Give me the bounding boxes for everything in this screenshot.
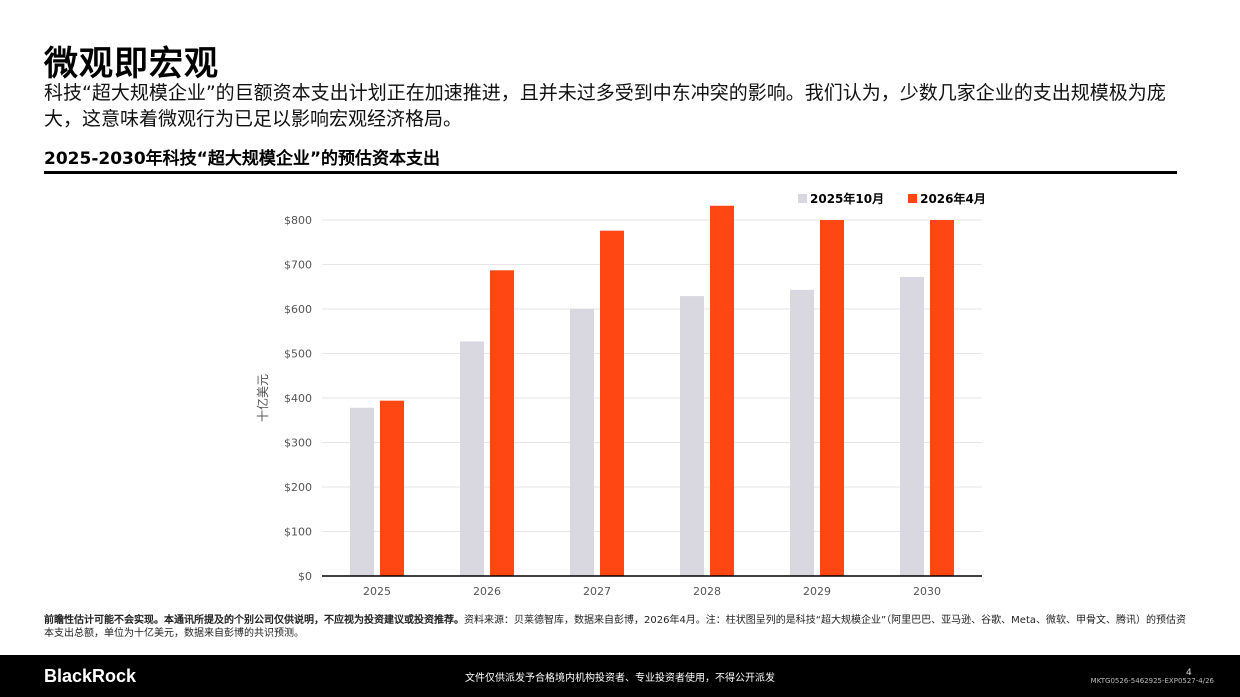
bar-1-2025 — [350, 407, 374, 576]
y-tick-label: $0 — [298, 570, 312, 583]
y-tick-label: $500 — [284, 348, 312, 361]
y-tick-label: $200 — [284, 481, 312, 494]
x-tick-label: 2025 — [363, 585, 391, 598]
x-tick-label: 2026 — [473, 585, 501, 598]
bar-2-2030 — [930, 220, 954, 576]
bar-chart: $0 $100 $200 $300 $400 $500 $600 $700 $800 十亿美元 20… — [255, 205, 982, 598]
legend-swatch-series-2 — [908, 194, 918, 203]
bar-1-2026 — [460, 341, 484, 576]
y-tick-label: $700 — [284, 259, 312, 272]
chart-legend: 2025年10月 2026年4月 — [798, 190, 986, 207]
x-tick-label: 2028 — [693, 585, 721, 598]
x-tick-label: 2029 — [803, 585, 831, 598]
y-tick-label: $800 — [284, 214, 312, 227]
blackrock-logo: BlackRock — [44, 666, 137, 686]
bar-2-2029 — [820, 220, 844, 576]
bar-2-2027 — [600, 230, 624, 576]
footnote-disclaimer: 前瞻性估计可能不会实现。本通讯所提及的个别公司仅供说明，不应视为投资建议或投资推… — [44, 615, 464, 626]
page-number: 4 — [1186, 668, 1192, 678]
page-title: 微观即宏观 — [44, 44, 219, 84]
legend-label-series-2: 2026年4月 — [920, 192, 986, 206]
footnote: 前瞻性估计可能不会实现。本通讯所提及的个别公司仅供说明，不应视为投资建议或投资推… — [44, 614, 1194, 640]
footnote-source: 资料来源：贝莱德智库，数据来自彭博，2026年4月。注：柱状图呈列的是科技“超大… — [44, 615, 1187, 639]
bar-1-2029 — [790, 289, 814, 576]
y-tick-label: $100 — [284, 526, 312, 539]
bar-1-2028 — [680, 296, 704, 576]
footer-disclaimer: 文件仅供派发予合格境内机构投资者、专业投资者使用，不得公开派发 — [465, 673, 775, 684]
legend-label-series-1: 2025年10月 — [810, 192, 885, 206]
y-tick-label: $600 — [284, 303, 312, 316]
y-axis-label: 十亿美元 — [255, 374, 270, 422]
bar-2-2026 — [490, 270, 514, 576]
y-tick-label: $300 — [284, 437, 312, 450]
x-tick-label: 2027 — [583, 585, 611, 598]
bar-1-2027 — [570, 309, 594, 576]
y-tick-label: $400 — [284, 392, 312, 405]
document-code: MKTG0526-5462925-EXP0527-4/26 — [1090, 677, 1214, 685]
x-tick-label: 2030 — [913, 585, 941, 598]
chart-title: 2025-2030年科技“超大规模企业”的预估资本支出 — [44, 149, 441, 169]
bar-2-2025 — [380, 400, 404, 576]
legend-item-series-1: 2025年10月 — [798, 190, 884, 207]
bar-2-2028 — [710, 205, 734, 576]
bar-1-2030 — [900, 276, 924, 576]
legend-swatch-series-1 — [798, 194, 807, 203]
title-rule — [44, 171, 1177, 174]
footer-bar: BlackRock 文件仅供派发予合格境内机构投资者、专业投资者使用，不得公开派… — [0, 655, 1240, 697]
lede-paragraph: 科技“超大规模企业”的巨额资本支出计划正在加速推进，且并未过多受到中东冲突的影响… — [44, 82, 1166, 130]
legend-item-series-2: 2026年4月 — [908, 190, 986, 207]
